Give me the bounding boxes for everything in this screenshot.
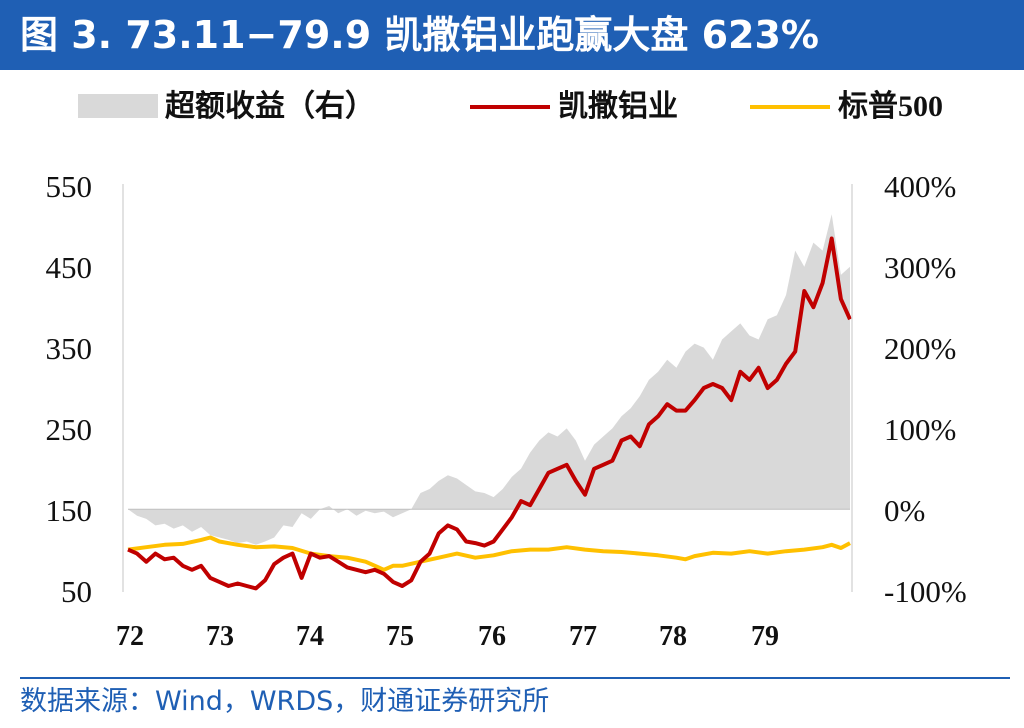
chart: 超额收益（右） 凯撒铝业 标普500 50 150 250 350 450 55… (46, 89, 967, 652)
y-right-tick-0: -100% (884, 574, 967, 609)
x-tick-72: 72 (116, 621, 144, 652)
y-right-tick-3: 200% (884, 331, 956, 366)
legend-label-kaiser: 凯撒铝业 (558, 90, 678, 123)
y-right-tick-2: 100% (884, 412, 956, 447)
x-tick-78: 78 (659, 621, 687, 652)
legend-label-sp500: 标普500 (838, 89, 943, 123)
axis-left: 50 150 250 350 450 550 (46, 169, 124, 609)
legend-swatch-excess (78, 94, 158, 118)
axis-right: -100% 0% 100% 200% 300% 400% (851, 169, 967, 609)
legend: 超额收益（右） 凯撒铝业 标普500 (78, 89, 943, 123)
y-right-tick-1: 0% (884, 493, 925, 528)
y-right-tick-4: 300% (884, 250, 956, 285)
y-right-tick-5: 400% (884, 169, 956, 204)
x-tick-74: 74 (296, 621, 324, 652)
y-left-tick-4: 450 (46, 250, 93, 285)
x-tick-79: 79 (751, 621, 779, 652)
plot-area (127, 214, 852, 591)
axis-x: 72 73 74 75 76 77 78 79 (116, 621, 779, 652)
series-area-excess (128, 214, 850, 545)
series-line-sp500 (127, 535, 851, 572)
x-tick-77: 77 (569, 621, 597, 652)
y-left-tick-3: 350 (46, 331, 93, 366)
legend-label-excess: 超额收益（右） (165, 89, 375, 123)
y-left-tick-5: 550 (46, 169, 93, 204)
y-left-tick-1: 150 (46, 493, 93, 528)
x-tick-73: 73 (206, 621, 234, 652)
x-tick-76: 76 (478, 621, 506, 652)
y-left-tick-2: 250 (46, 412, 93, 447)
source-note: 数据来源：Wind，WRDS，财通证券研究所 (20, 686, 550, 717)
series-line-kaiser (127, 236, 852, 591)
page-title: 图 3. 73.11−79.9 凯撒铝业跑赢大盘 623% (0, 0, 1024, 70)
y-left-tick-0: 50 (61, 574, 92, 609)
x-tick-75: 75 (386, 621, 414, 652)
source-divider (20, 677, 1010, 679)
